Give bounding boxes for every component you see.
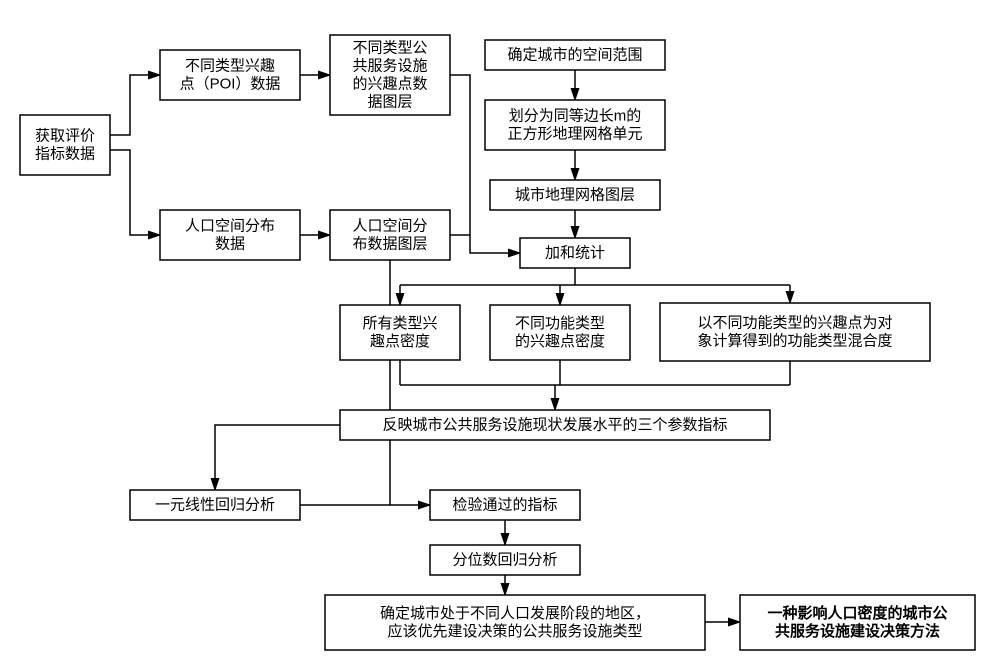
- node-label: 据图层: [367, 94, 412, 111]
- flow-node-n4: 确定城市的空间范围: [485, 40, 665, 70]
- flow-node-n2: 不同类型兴趣点（POI）数据: [160, 50, 300, 100]
- node-label: 共服务设施: [352, 58, 427, 75]
- node-label: 人口空间分布: [185, 218, 275, 235]
- flow-node-n9: 加和统计: [520, 238, 630, 268]
- flow-node-n12: 以不同功能类型的兴趣点为对象计算得到的功能类型混合度: [660, 303, 930, 361]
- node-label: 象计算得到的功能类型混合度: [697, 332, 892, 350]
- node-label: 一元线性回归分析: [155, 497, 275, 514]
- node-label: 所有类型兴: [362, 315, 437, 332]
- flow-node-n15: 检验通过的指标: [430, 490, 580, 520]
- node-label: 数据: [215, 236, 245, 253]
- node-label: 的兴趣点密度: [515, 333, 605, 350]
- node-label: 城市地理网格图层: [515, 187, 635, 204]
- node-label: 人口空间分: [352, 218, 427, 235]
- node-label: 检验通过的指标: [452, 497, 557, 514]
- flow-node-n3: 不同类型公共服务设施的兴趣点数据图层: [330, 35, 450, 115]
- node-label: 不同类型兴趣: [185, 58, 275, 75]
- flow-edge: [110, 75, 160, 135]
- flow-node-n6: 城市地理网格图层: [490, 180, 660, 210]
- flow-node-n7: 人口空间分布数据: [160, 210, 300, 260]
- flow-node-n18: 一种影响人口密度的城市公共服务设施建设决策方法: [740, 595, 975, 650]
- flow-edge: [110, 150, 160, 235]
- flowchart-canvas: 获取评价指标数据不同类型兴趣点（POI）数据不同类型公共服务设施的兴趣点数据图层…: [0, 0, 1000, 665]
- node-label: 确定城市处于不同人口发展阶段的地区，: [380, 605, 650, 622]
- node-label: 反映城市公共服务设施现状发展水平的三个参数指标: [382, 417, 727, 434]
- flow-node-n1: 获取评价指标数据: [20, 115, 110, 175]
- node-label: 布数据图层: [352, 236, 427, 253]
- node-label: 获取评价: [35, 128, 95, 145]
- node-label: 不同功能类型: [515, 315, 605, 332]
- node-label: 确定城市的空间范围: [507, 47, 642, 64]
- node-label: 划分为同等边长m的: [509, 107, 642, 125]
- node-label: 应该优先建设决策的公共服务设施类型: [387, 622, 642, 640]
- flow-node-n16: 分位数回归分析: [430, 545, 580, 575]
- node-label: 一种影响人口密度的城市公: [767, 604, 947, 622]
- node-label: 分位数回归分析: [452, 552, 557, 569]
- node-label: 点（POI）数据: [180, 76, 281, 93]
- flow-node-n8: 人口空间分布数据图层: [330, 210, 450, 260]
- node-label: 不同类型公: [352, 40, 427, 57]
- flow-node-n13: 反映城市公共服务设施现状发展水平的三个参数指标: [340, 410, 770, 440]
- flow-node-n10: 所有类型兴趣点密度: [340, 305, 460, 360]
- node-label: 加和统计: [545, 245, 605, 262]
- flow-node-n14: 一元线性回归分析: [130, 490, 300, 520]
- flow-edge: [215, 425, 340, 490]
- flow-node-n17: 确定城市处于不同人口发展阶段的地区，应该优先建设决策的公共服务设施类型: [325, 595, 705, 650]
- node-label: 以不同功能类型的兴趣点为对: [697, 315, 892, 332]
- node-label: 指标数据: [35, 146, 95, 163]
- node-label: 趣点密度: [370, 333, 430, 350]
- node-label: 共服务设施建设决策方法: [775, 622, 940, 640]
- node-label: 的兴趣点数: [352, 76, 427, 93]
- node-label: 正方形地理网格单元: [507, 126, 642, 143]
- flow-node-n5: 划分为同等边长m的正方形地理网格单元: [485, 100, 665, 150]
- flow-node-n11: 不同功能类型的兴趣点密度: [490, 305, 630, 360]
